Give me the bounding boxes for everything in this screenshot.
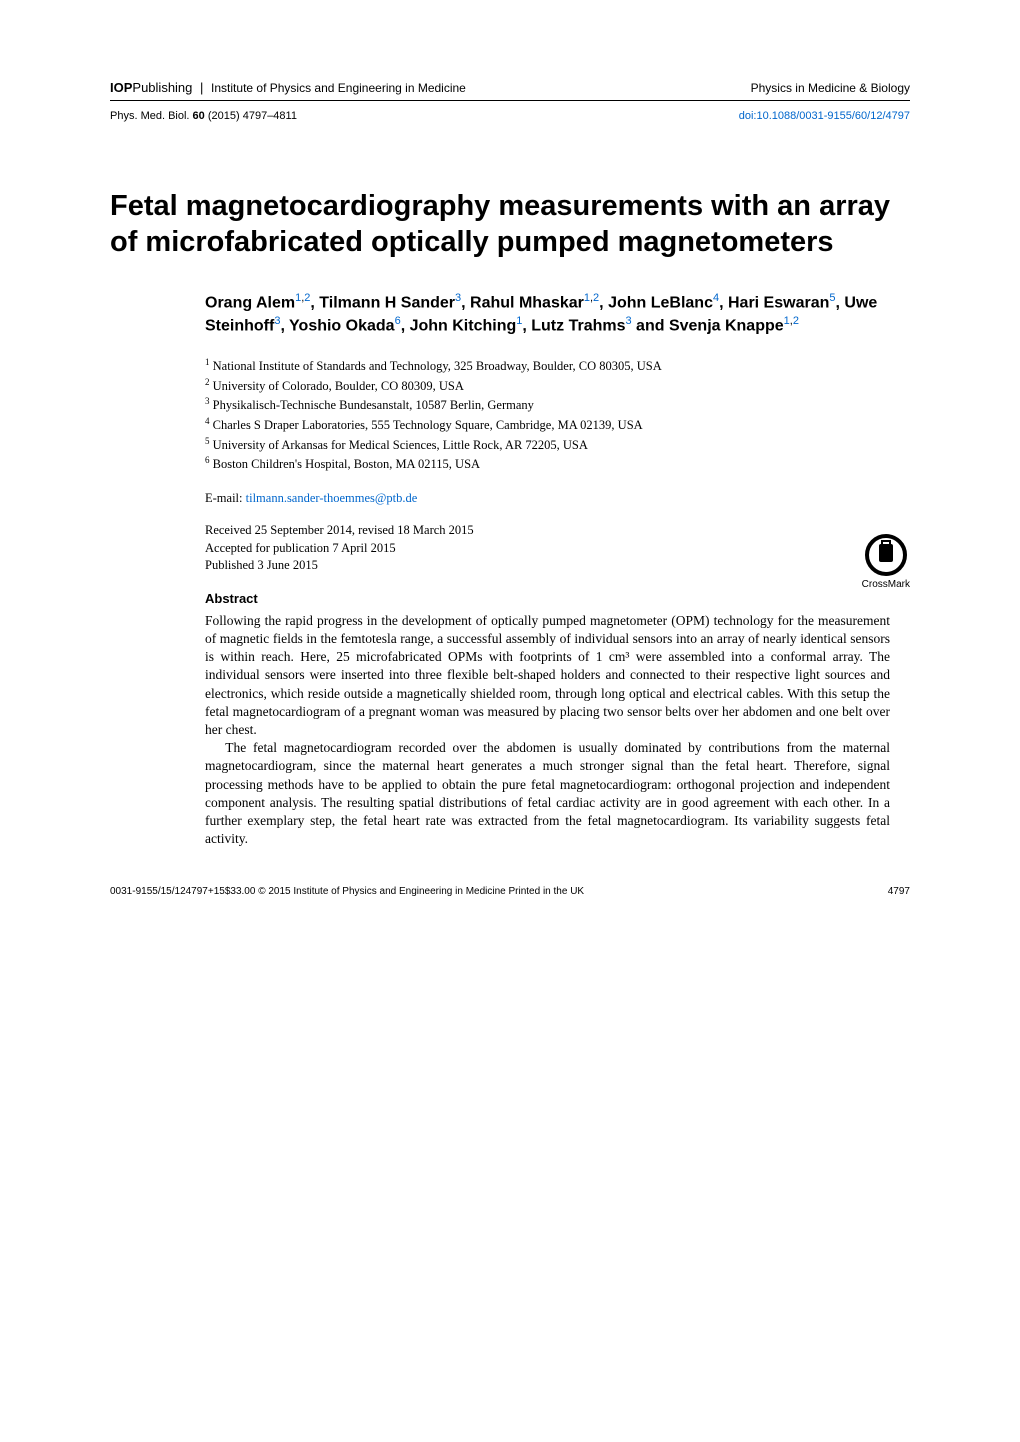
footer-line: 0031-9155/15/124797+15$33.00 © 2015 Inst… <box>110 885 910 898</box>
doi-prefix: doi: <box>739 110 757 122</box>
citation-pages: 4797–4811 <box>243 110 297 122</box>
footer-left: 0031-9155/15/124797+15$33.00 © 2015 Inst… <box>110 885 584 898</box>
publisher-separator: | <box>200 80 203 95</box>
publisher-sub: Institute of Physics and Engineering in … <box>211 81 466 95</box>
affiliation-item: 3 Physikalisch-Technische Bundesanstalt,… <box>205 395 890 415</box>
abstract-body: Following the rapid progress in the deve… <box>205 612 890 849</box>
journal-abbrev: Phys. Med. Biol. <box>110 110 189 122</box>
authors-block: Orang Alem1,2, Tilmann H Sander3, Rahul … <box>205 291 890 849</box>
citation-left: Phys. Med. Biol. 60 (2015) 4797–4811 <box>110 109 297 123</box>
dates-block: Received 25 September 2014, revised 18 M… <box>205 522 890 575</box>
email-address[interactable]: tilmann.sander-thoemmes@ptb.de <box>246 491 418 505</box>
publisher-strip: IOPPublishing | Institute of Physics and… <box>110 80 466 97</box>
crossmark-label: CrossMark <box>862 578 910 591</box>
citation-line: Phys. Med. Biol. 60 (2015) 4797–4811 doi… <box>110 109 910 123</box>
date-accepted: Accepted for publication 7 April 2015 <box>205 540 890 558</box>
citation-doi[interactable]: doi:10.1088/0031-9155/60/12/4797 <box>739 109 910 123</box>
crossmark-badge[interactable]: CrossMark <box>862 533 910 591</box>
crossmark-icon <box>864 533 908 577</box>
article-title: Fetal magnetocardiography measurements w… <box>110 188 910 261</box>
affiliation-item: 1 National Institute of Standards and Te… <box>205 356 890 376</box>
affiliations-list: 1 National Institute of Standards and Te… <box>205 356 890 474</box>
affiliation-item: 5 University of Arkansas for Medical Sci… <box>205 435 890 455</box>
affiliation-item: 2 University of Colorado, Boulder, CO 80… <box>205 376 890 396</box>
date-published: Published 3 June 2015 <box>205 557 890 575</box>
abstract-paragraph: Following the rapid progress in the deve… <box>205 612 890 740</box>
date-received: Received 25 September 2014, revised 18 M… <box>205 522 890 540</box>
authors-list: Orang Alem1,2, Tilmann H Sander3, Rahul … <box>205 291 890 338</box>
doi-value: 10.1088/0031-9155/60/12/4797 <box>756 110 910 122</box>
publisher-suffix: Publishing <box>132 80 192 95</box>
affiliation-item: 6 Boston Children's Hospital, Boston, MA… <box>205 454 890 474</box>
footer-page-number: 4797 <box>888 885 910 898</box>
abstract-paragraph: The fetal magnetocardiogram recorded ove… <box>205 739 890 848</box>
email-line: E-mail: tilmann.sander-thoemmes@ptb.de <box>205 490 890 506</box>
citation-volume: 60 <box>193 110 205 122</box>
email-label: E-mail: <box>205 491 243 505</box>
affiliation-item: 4 Charles S Draper Laboratories, 555 Tec… <box>205 415 890 435</box>
citation-year: (2015) <box>208 110 240 122</box>
journal-name: Physics in Medicine & Biology <box>751 81 910 97</box>
publisher-name: IOP <box>110 80 132 95</box>
publisher-header: IOPPublishing | Institute of Physics and… <box>110 80 910 101</box>
abstract-heading: Abstract <box>205 591 890 608</box>
